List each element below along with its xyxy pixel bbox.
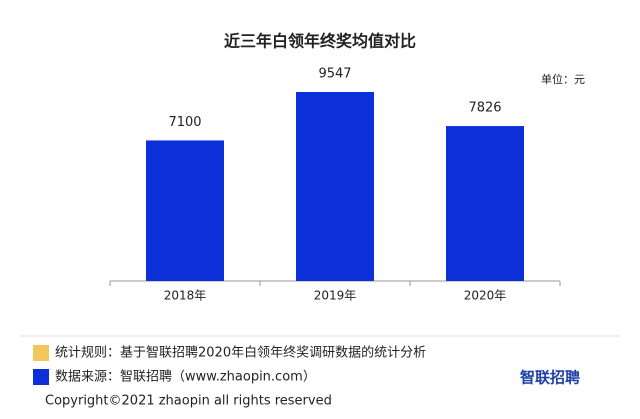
legend-swatch	[33, 345, 49, 361]
chart-title: 近三年白领年终奖均值对比	[224, 32, 416, 51]
logo: 智联招聘	[520, 369, 580, 387]
value-label: 7826	[468, 101, 501, 116]
x-tick-label: 2018年	[164, 289, 207, 303]
bar	[446, 126, 524, 281]
legend-swatch	[33, 369, 49, 385]
copyright: Copyright©2021 zhaopin all rights reserv…	[45, 394, 332, 409]
x-tick-label: 2019年	[314, 289, 357, 303]
unit-label: 单位：元	[541, 72, 585, 86]
note: 数据来源：智联招聘（www.zhaopin.com）	[55, 370, 316, 385]
value-label: 9547	[318, 67, 351, 82]
x-tick-label: 2020年	[464, 289, 507, 303]
note: 统计规则：基于智联招聘2020年白领年终奖调研数据的统计分析	[55, 345, 426, 361]
bar	[146, 140, 224, 281]
value-label: 7100	[168, 115, 201, 130]
bar	[296, 92, 374, 281]
